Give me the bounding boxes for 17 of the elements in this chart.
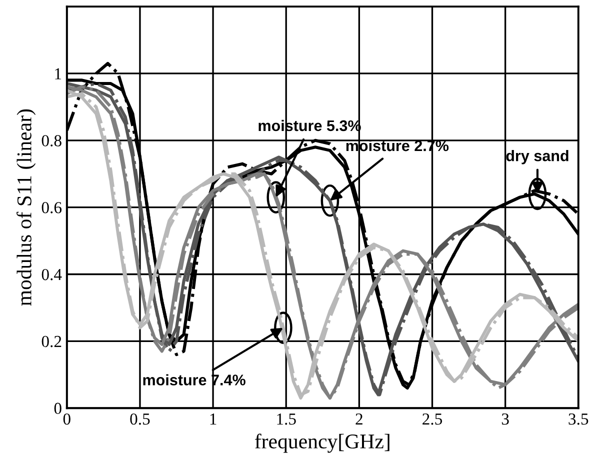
x-axis-title: frequency[GHz] bbox=[255, 434, 390, 453]
x-tick-label: 2 bbox=[356, 413, 362, 425]
x-tick-label: 1.5 bbox=[277, 414, 296, 425]
x-tick-label: 3 bbox=[502, 413, 509, 425]
x-tick-label: 3.5 bbox=[568, 413, 588, 425]
x-tick-label: 1 bbox=[210, 414, 216, 425]
x-tick-label: 0 bbox=[63, 413, 70, 425]
y-tick-label: 0 bbox=[54, 402, 62, 414]
y-tick-label: 0.4 bbox=[42, 268, 62, 280]
y-axis-title: modulus of S11 (linear) bbox=[16, 109, 36, 306]
x-tick-label: 0.5 bbox=[130, 413, 150, 425]
y-tick-label: 0.6 bbox=[42, 202, 62, 214]
y-tick-label: 0.8 bbox=[42, 135, 62, 146]
y-tick-label: 1 bbox=[55, 68, 62, 80]
x-tick-label: 2.5 bbox=[422, 413, 442, 425]
annotation: dry sand bbox=[506, 150, 568, 164]
y-tick-label: 0.2 bbox=[42, 336, 62, 348]
